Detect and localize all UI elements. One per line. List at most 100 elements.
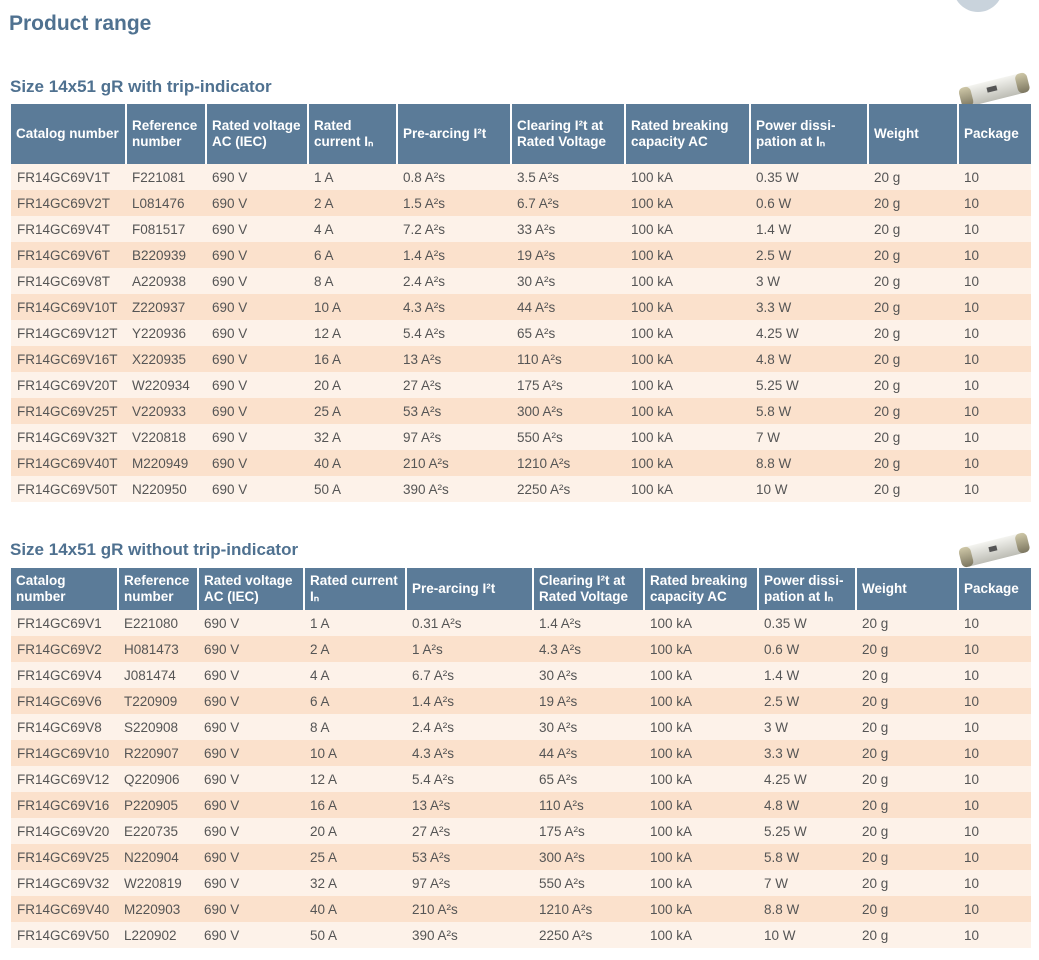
cell: 10 — [958, 190, 1031, 216]
data-row: FR14GC69V10 R220907 690 V 10 A 4.3 A²s 44 A²s… — [11, 740, 1031, 766]
cell: 0.35 W — [758, 610, 856, 636]
column-header: Rated voltage AC (IEC) — [197, 568, 304, 610]
cell: FR14GC69V16 — [11, 792, 118, 818]
cell: 20 g — [856, 896, 958, 922]
cell: 20 g — [868, 164, 958, 190]
cell: X220935 — [126, 346, 206, 372]
cell: 20 g — [856, 636, 958, 662]
cell: 690 V — [198, 610, 304, 636]
cell: 5.8 W — [750, 398, 868, 424]
data-row: FR14GC69V32 W220819 690 V 32 A 97 A²s 550 A²s… — [11, 870, 1031, 896]
cell: 690 V — [206, 268, 308, 294]
cell: 1.4 W — [750, 216, 868, 242]
cell: M220903 — [118, 896, 198, 922]
cell: 690 V — [198, 714, 304, 740]
data-row: FR14GC69V16T X220935 690 V 16 A 13 A²s 110 A²… — [11, 346, 1031, 372]
cell: 20 g — [856, 792, 958, 818]
cell: 6 A — [304, 688, 406, 714]
cell: 100 kA — [644, 870, 758, 896]
cell: 4.3 A²s — [533, 636, 644, 662]
cell: 4.3 A²s — [397, 294, 511, 320]
cell: 690 V — [206, 294, 308, 320]
column-header: Package — [957, 568, 1031, 610]
cell: 1 A²s — [406, 636, 533, 662]
cell: N220904 — [118, 844, 198, 870]
cell: 44 A²s — [533, 740, 644, 766]
cell: 690 V — [206, 190, 308, 216]
cell: 100 kA — [625, 216, 750, 242]
cell: 690 V — [198, 662, 304, 688]
cell: FR14GC69V1T — [11, 164, 126, 190]
cell: 7.2 A²s — [397, 216, 511, 242]
column-header: Clearing I²t at Rated Voltage — [510, 104, 625, 164]
section-title: Size 14x51 gR with trip-indicator — [10, 77, 272, 96]
cell: 10 — [958, 844, 1031, 870]
cell: 2 A — [308, 190, 397, 216]
header-row: Catalog number Reference number Rated volt… — [11, 104, 1031, 164]
cell: 20 g — [856, 714, 958, 740]
cell: 550 A²s — [533, 870, 644, 896]
cell: 10 A — [308, 294, 397, 320]
cell: A220938 — [126, 268, 206, 294]
cell: 20 g — [856, 740, 958, 766]
cell: 100 kA — [625, 372, 750, 398]
cell: R220907 — [118, 740, 198, 766]
cell: FR14GC69V50T — [11, 476, 126, 502]
cell: 20 g — [856, 818, 958, 844]
cell: FR14GC69V8 — [11, 714, 118, 740]
cell: 690 V — [198, 844, 304, 870]
cell: 10 — [958, 242, 1031, 268]
cell: 100 kA — [644, 714, 758, 740]
cell: FR14GC69V10T — [11, 294, 126, 320]
cell: 1210 A²s — [511, 450, 625, 476]
cell: 27 A²s — [406, 818, 533, 844]
cell: 8.8 W — [758, 896, 856, 922]
cell: FR14GC69V20 — [11, 818, 118, 844]
cell: 20 g — [868, 190, 958, 216]
column-header: Weight — [855, 568, 958, 610]
cell: 20 g — [856, 688, 958, 714]
cell: 6 A — [308, 242, 397, 268]
cell: FR14GC69V50 — [11, 922, 118, 948]
cell: 1 A — [304, 610, 406, 636]
cell: M220949 — [126, 450, 206, 476]
cell: N220950 — [126, 476, 206, 502]
cell: 19 A²s — [533, 688, 644, 714]
cell: 5.25 W — [750, 372, 868, 398]
cell: E220735 — [118, 818, 198, 844]
cell: 5.8 W — [758, 844, 856, 870]
cell: FR14GC69V10 — [11, 740, 118, 766]
cell: 100 kA — [625, 164, 750, 190]
cell: 690 V — [198, 766, 304, 792]
cell: 10 — [958, 476, 1031, 502]
cell: 390 A²s — [397, 476, 511, 502]
data-row: FR14GC69V40T M220949 690 V 40 A 210 A²s 1210 … — [11, 450, 1031, 476]
cell: 10 — [958, 610, 1031, 636]
column-header: Rated voltage AC (IEC) — [205, 104, 308, 164]
cell: 100 kA — [625, 190, 750, 216]
cell: 97 A²s — [406, 870, 533, 896]
cell: 10 — [958, 294, 1031, 320]
cell: E221080 — [118, 610, 198, 636]
column-header: Reference number — [125, 104, 206, 164]
cell: 40 A — [304, 896, 406, 922]
section-title: Size 14x51 gR without trip-indicator — [10, 540, 299, 559]
cell: 2 A — [304, 636, 406, 662]
cell: 390 A²s — [406, 922, 533, 948]
fuse-image — [958, 532, 1030, 568]
column-header: Pre-arcing I²t — [396, 104, 511, 164]
cell: 4.3 A²s — [406, 740, 533, 766]
cell: 1.4 A²s — [406, 688, 533, 714]
cell: J081474 — [118, 662, 198, 688]
cell: 690 V — [198, 870, 304, 896]
data-row: FR14GC69V40 M220903 690 V 40 A 210 A²s 1210 A… — [11, 896, 1031, 922]
data-row: FR14GC69V50 L220902 690 V 50 A 390 A²s 2250 A… — [11, 922, 1031, 948]
cell: 10 — [958, 424, 1031, 450]
cell: 50 A — [304, 922, 406, 948]
column-header: Pre-arcing I²t — [405, 568, 533, 610]
